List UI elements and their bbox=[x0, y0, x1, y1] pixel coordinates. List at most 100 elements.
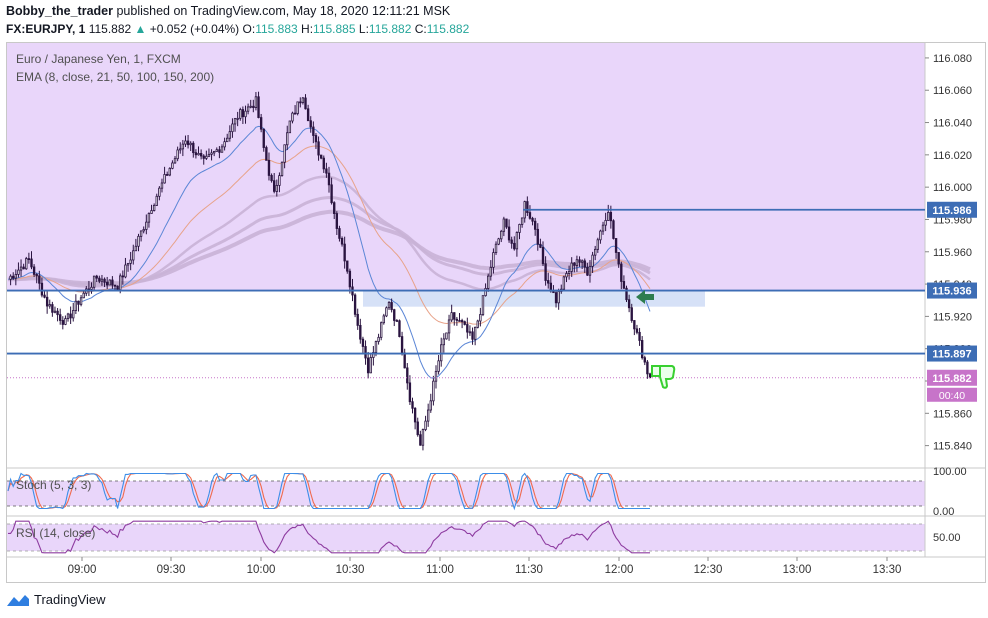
candle-body bbox=[304, 97, 307, 110]
candle-body bbox=[132, 250, 135, 261]
x-tick-label: 13:30 bbox=[873, 564, 902, 576]
badge-level-high-bg bbox=[927, 201, 977, 218]
candle-body bbox=[215, 149, 218, 152]
candle-body bbox=[468, 331, 472, 334]
candle-body bbox=[601, 224, 605, 232]
candle-body bbox=[507, 226, 511, 241]
badge-level-low: 115.897 bbox=[932, 349, 971, 361]
candle-body bbox=[262, 128, 265, 148]
candle-body bbox=[147, 213, 151, 223]
candle-body bbox=[312, 126, 315, 136]
author-name[interactable]: Bobby_the_trader bbox=[6, 4, 113, 18]
x-tick-label: 12:00 bbox=[605, 564, 634, 576]
candle-body bbox=[330, 184, 333, 204]
candle-body bbox=[463, 321, 466, 325]
legend-title: Euro / Japanese Yen, 1, FXCM bbox=[16, 52, 181, 66]
candle-body bbox=[359, 324, 362, 340]
overbought-region bbox=[7, 43, 925, 290]
candle-body bbox=[158, 187, 161, 197]
candle-body bbox=[554, 292, 558, 304]
candle-body bbox=[570, 262, 573, 272]
candle-body bbox=[150, 210, 153, 214]
candle-body bbox=[627, 299, 631, 309]
candle-body bbox=[17, 269, 20, 275]
candle-body bbox=[186, 140, 190, 146]
published-text: published on TradingView.com, May 18, 20… bbox=[116, 4, 451, 18]
candle-body bbox=[168, 167, 171, 176]
candle-body bbox=[335, 213, 339, 229]
thumbs-down-icon bbox=[651, 365, 676, 389]
candle-body bbox=[139, 230, 143, 237]
tradingview-footer[interactable]: TradingView bbox=[6, 592, 106, 607]
candle-body bbox=[223, 141, 226, 148]
candle-body bbox=[547, 280, 550, 284]
candle-body bbox=[591, 254, 594, 267]
candle-body bbox=[30, 258, 33, 268]
candle-body bbox=[192, 142, 195, 154]
candle-body bbox=[612, 220, 615, 239]
candle-body bbox=[390, 302, 393, 311]
candle-body bbox=[226, 137, 229, 143]
candle-body bbox=[528, 212, 532, 219]
candle-body bbox=[244, 110, 247, 118]
stoch-tick-label: 100.00 bbox=[933, 466, 967, 478]
candle-body bbox=[458, 320, 461, 322]
candle-body bbox=[518, 223, 521, 233]
legend-rsi[interactable]: RSI (14, close) bbox=[16, 526, 96, 540]
candle-body bbox=[241, 109, 245, 118]
candle-body bbox=[259, 117, 263, 130]
candle-body bbox=[343, 243, 346, 262]
legend-ema[interactable]: EMA (8, close, 21, 50, 100, 150, 200) bbox=[16, 70, 215, 84]
candle-body bbox=[105, 281, 109, 286]
candle-body bbox=[466, 324, 469, 333]
x-tick-label: 13:00 bbox=[783, 564, 812, 576]
x-tick-label: 09:30 bbox=[157, 564, 186, 576]
candle-body bbox=[59, 314, 62, 321]
candle-body bbox=[419, 434, 422, 446]
candle-body bbox=[176, 149, 179, 160]
green-arrow-icon bbox=[636, 290, 654, 304]
candle-body bbox=[453, 312, 456, 320]
candle-body bbox=[220, 146, 224, 153]
candle-body bbox=[77, 300, 80, 305]
candle-body bbox=[526, 201, 529, 213]
candle-body bbox=[594, 248, 597, 256]
candle-body bbox=[246, 106, 250, 112]
candle-body bbox=[45, 296, 49, 307]
candle-body bbox=[22, 266, 25, 270]
legend-stoch[interactable]: Stoch (5, 3, 3) bbox=[16, 478, 92, 492]
candle-body bbox=[14, 274, 18, 279]
chart-frame bbox=[6, 42, 986, 583]
candle-body bbox=[393, 309, 396, 321]
candle-body bbox=[197, 153, 200, 156]
candle-body bbox=[484, 287, 487, 297]
badge-countdown: 00:40 bbox=[939, 390, 965, 402]
candle-body bbox=[27, 258, 31, 260]
candle-body bbox=[171, 162, 174, 169]
publish-header: Bobby_the_trader published on TradingVie… bbox=[6, 4, 450, 18]
candle-body bbox=[395, 320, 399, 322]
candle-body bbox=[520, 217, 524, 225]
candle-body bbox=[194, 152, 198, 156]
candle-body bbox=[40, 282, 44, 296]
candle-body bbox=[108, 279, 111, 286]
candle-body bbox=[155, 195, 158, 206]
candle-body bbox=[111, 279, 114, 286]
candle-body bbox=[617, 252, 620, 265]
candle-body bbox=[184, 140, 187, 145]
candle-body bbox=[126, 262, 130, 266]
candle-body bbox=[604, 220, 607, 226]
candle-body bbox=[609, 212, 613, 222]
y-tick-label: 116.080 bbox=[933, 53, 972, 65]
candle-body bbox=[257, 96, 260, 118]
candle-body bbox=[531, 217, 534, 222]
candle-body bbox=[416, 421, 419, 436]
candle-body bbox=[445, 332, 448, 340]
low-value: 115.882 bbox=[368, 22, 412, 36]
candle-body bbox=[424, 420, 427, 430]
candle-body bbox=[12, 275, 15, 279]
candle-body bbox=[588, 265, 592, 276]
rsi-tick-label: 50.00 bbox=[933, 532, 961, 544]
candle-body bbox=[293, 112, 297, 115]
